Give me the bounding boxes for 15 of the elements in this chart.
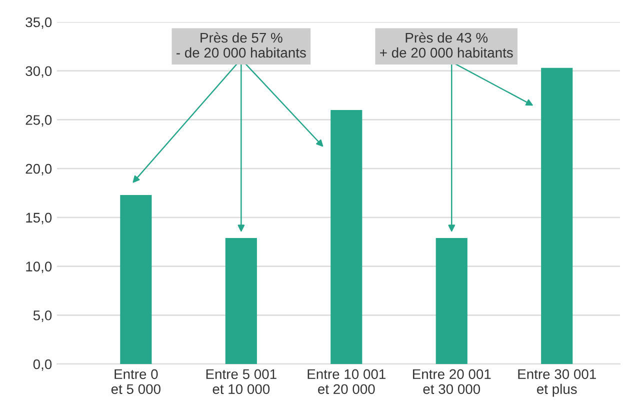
y-tick-label: 20,0 xyxy=(26,164,52,176)
y-tick-label: 15,0 xyxy=(26,212,52,224)
y-tick-label: 30,0 xyxy=(26,66,52,78)
x-tick-label: Entre 5 001 et 10 000 xyxy=(206,369,276,394)
y-tick-label: 5,0 xyxy=(33,310,52,322)
x-tick-label: Entre 0 et 5 000 xyxy=(111,369,160,394)
y-tick-label: 10,0 xyxy=(26,262,52,274)
annotation: Près de 43 % + de 20 000 habitants xyxy=(380,32,513,58)
annotation: Près de 57 % - de 20 000 habitants xyxy=(176,32,306,58)
y-tick-label: 25,0 xyxy=(26,115,52,127)
y-tick-label: 35,0 xyxy=(26,17,52,29)
y-tick-label: 0,0 xyxy=(33,359,52,371)
x-tick-label: Entre 10 001 et 20 000 xyxy=(308,369,386,394)
x-tick-label: Entre 30 001 et plus xyxy=(518,369,596,397)
x-tick-label: Entre 20 001 et 30 000 xyxy=(413,369,491,394)
